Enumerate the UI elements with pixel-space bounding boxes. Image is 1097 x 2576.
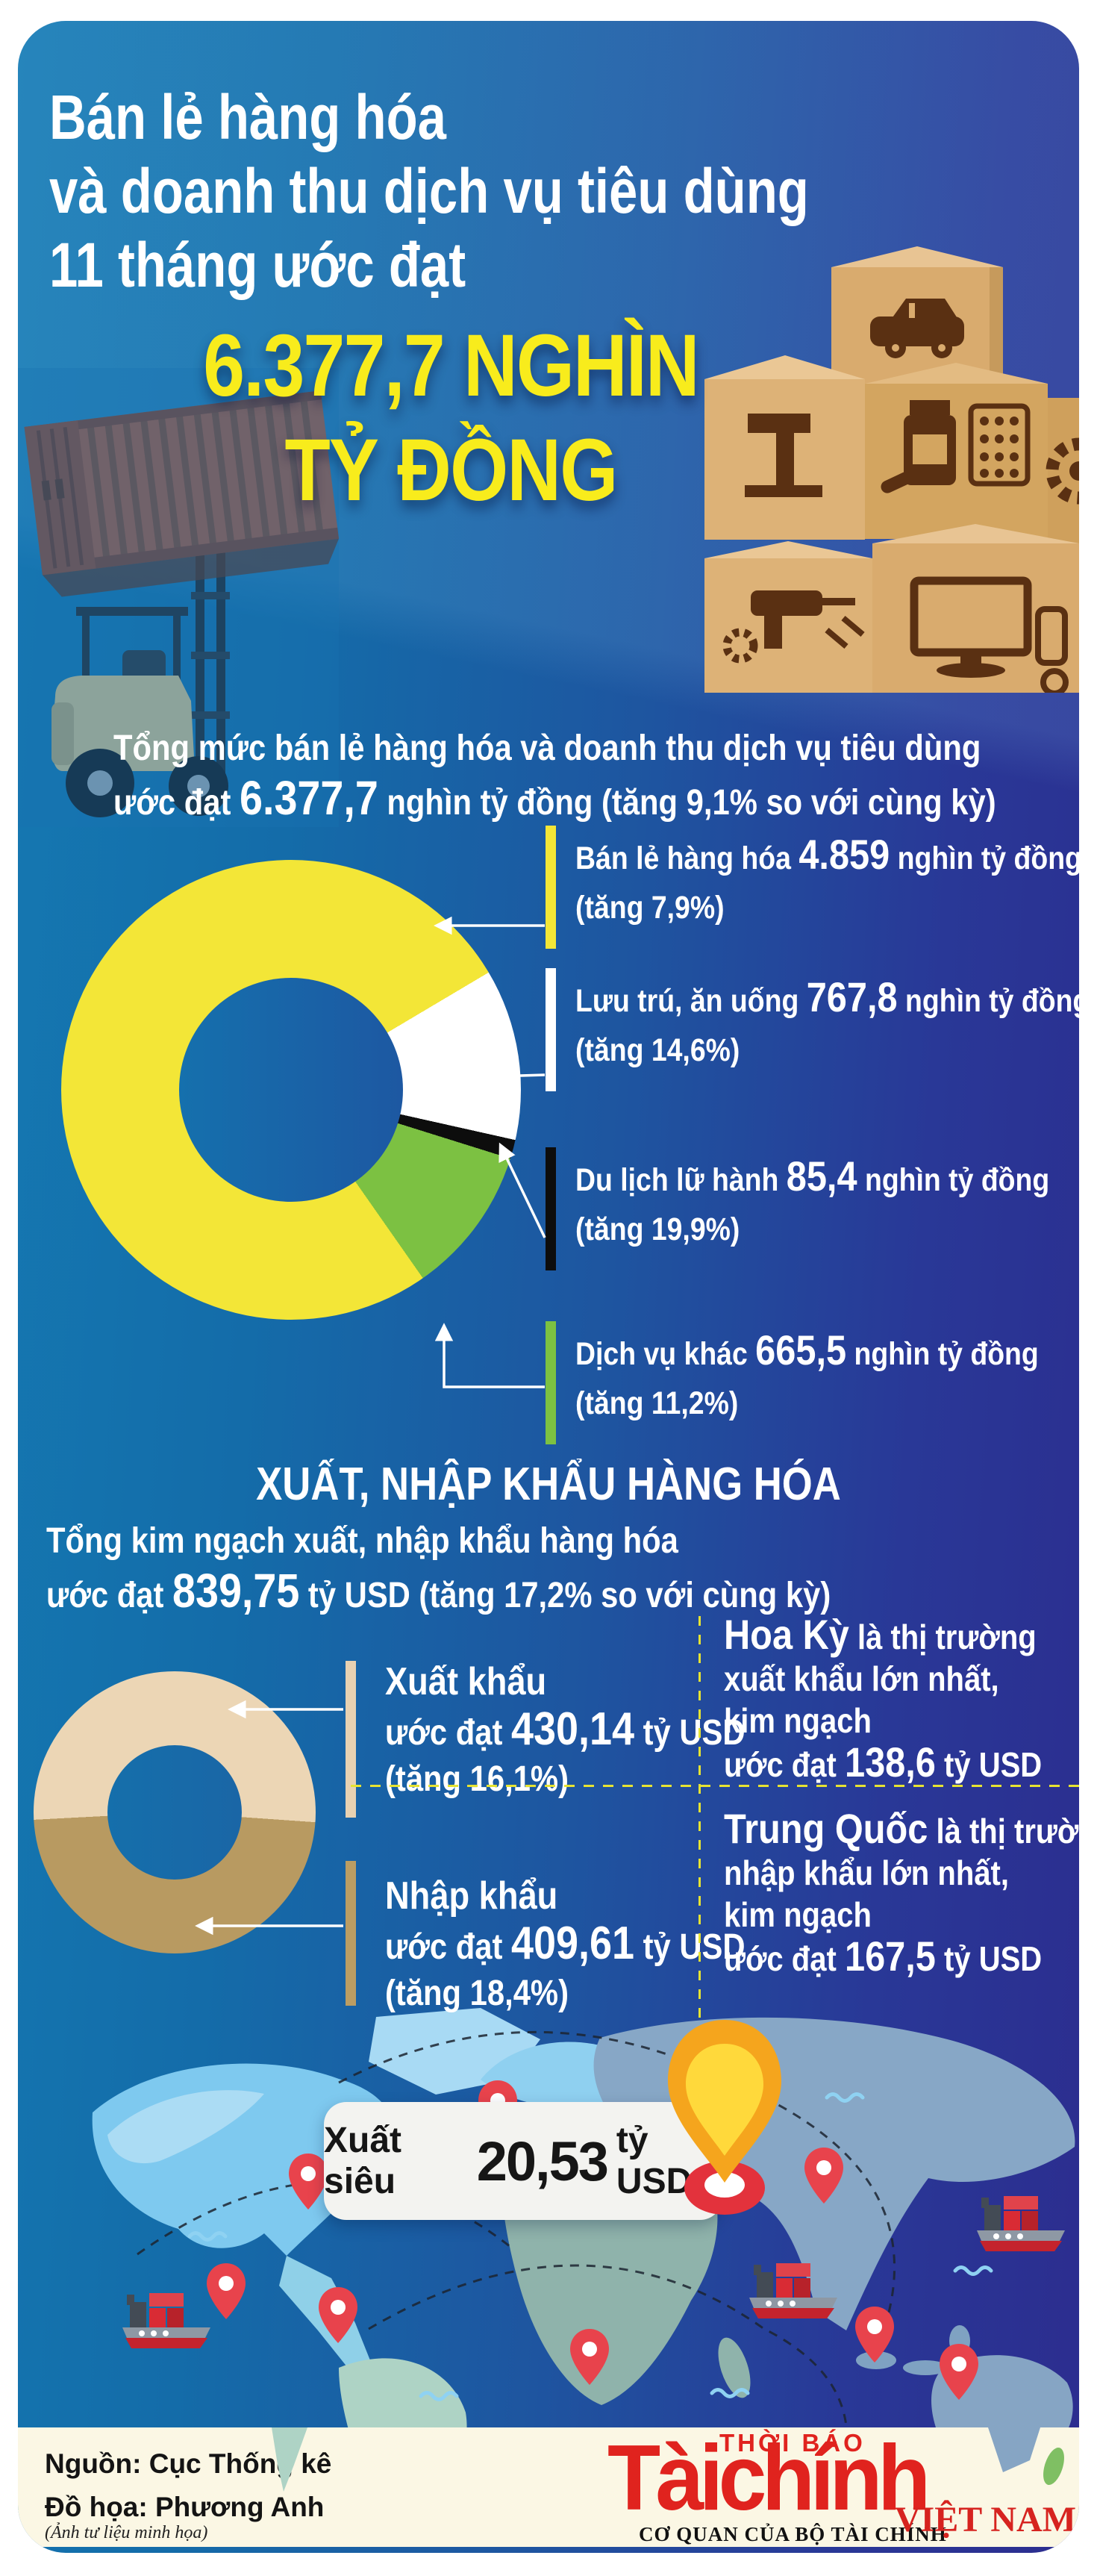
- blue-tint-overlay: [18, 368, 339, 827]
- headline-line-2: TỶ ĐỒNG: [284, 421, 618, 520]
- gear-icon: [1046, 437, 1079, 505]
- legend-label: Du lịch lữ hành: [575, 1162, 779, 1198]
- export-label: Xuất khẩu: [385, 1660, 547, 1703]
- trade-summary-line-1: Tổng kim ngạch xuất, nhập khẩu hàng hóa: [46, 1521, 678, 1561]
- legend-growth: (tăng 7,9%): [575, 890, 725, 926]
- headline-line-1: 6.377,7 NGHÌN: [203, 316, 699, 415]
- design-credit: Đồ họa: Phương Anh: [45, 2492, 325, 2522]
- market-value: 138,6: [844, 1738, 936, 1786]
- legend-swatch-export: [346, 1661, 356, 1818]
- legend-value: 665,5: [755, 1326, 847, 1373]
- legend-item-retail-goods: Bán lẻ hàng hóa 4.859 nghìn tỷ đồng (tăn…: [546, 826, 1079, 949]
- import-value: 409,61: [511, 1918, 634, 1969]
- surplus-unit: tỷ USD: [616, 2121, 693, 2201]
- title-line-2: và doanh thu dịch vụ tiêu dùng: [49, 156, 809, 226]
- legend-item-accommodation: Lưu trú, ăn uống 767,8 nghìn tỷ đồng (tă…: [546, 968, 1079, 1091]
- computer-icon: [910, 576, 1069, 693]
- market-value: 167,5: [844, 1933, 936, 1980]
- box-gears: [1046, 398, 1079, 551]
- import-growth: (tăng 18,4%): [385, 1974, 569, 2013]
- legend-swatch-yellow: [546, 826, 556, 949]
- legend-swatch-white: [546, 968, 556, 1091]
- photo-note: (Ảnh tư liệu minh họa): [45, 2523, 208, 2542]
- dashed-divider-vertical: [698, 1616, 701, 2038]
- taichinh-logo: THỜI BÁO Tàichính CƠ QUAN CỦA BỘ TÀI CHÍ…: [607, 2427, 1079, 2547]
- logo-region-text: VIỆT NAM: [894, 2500, 1076, 2539]
- page-title: Bán lẻ hàng hóa và doanh thu dịch vụ tiê…: [49, 81, 975, 302]
- drill-icon: [722, 590, 865, 664]
- legend-swatch-import: [346, 1861, 356, 2006]
- footer: Nguồn: Cục Thống kê Đồ họa: Phương Anh (…: [18, 2427, 1079, 2547]
- map-tail-right: [988, 2427, 1064, 2486]
- export-value: 430,14: [511, 1703, 634, 1755]
- market-note-usa: Hoa Kỳ là thị trường xuất khẩu lớn nhất,…: [724, 1611, 1043, 1786]
- market-note-china: Trung Quốc là thị trường nhập khẩu lớn n…: [724, 1805, 1079, 1980]
- title-line-1: Bán lẻ hàng hóa: [49, 82, 446, 152]
- legend-swatch-green: [546, 1321, 556, 1444]
- retail-total-value: 6.377,7: [240, 771, 378, 825]
- title-line-3: 11 tháng ước đạt: [49, 230, 466, 300]
- legend-label: Bán lẻ hàng hóa: [575, 841, 791, 876]
- trade-summary: Tổng kim ngạch xuất, nhập khẩu hàng hóa …: [46, 1517, 948, 1621]
- market-name: Hoa Kỳ: [724, 1611, 849, 1658]
- market-name: Trung Quốc: [724, 1805, 928, 1852]
- car-icon: [870, 299, 964, 358]
- legend-value: 85,4: [786, 1153, 857, 1200]
- legend-label: Lưu trú, ăn uống: [575, 983, 799, 1019]
- north-america-shape: [92, 2063, 393, 2256]
- trade-section-title: XUẤT, NHẬP KHẨU HÀNG HÓA: [256, 1459, 841, 1510]
- box-electronics: [872, 524, 1079, 693]
- box-tools: [704, 541, 872, 693]
- legend-item-export: Xuất khẩu ước đạt 430,14 tỷ USD (tăng 16…: [385, 1659, 799, 1803]
- medicine-icon: [881, 400, 1031, 493]
- legend-value: 767,8: [806, 973, 898, 1020]
- drill-press-icon: [745, 414, 822, 497]
- container-forklift-illustration: [18, 368, 339, 827]
- cardboard-boxes-illustration: [704, 246, 1079, 693]
- legend-swatch-black: [546, 1147, 556, 1270]
- trade-surplus-badge: Xuất siêu 20,53 tỷ USD: [324, 2102, 722, 2220]
- highlight-pin-icon: [668, 2020, 781, 2215]
- world-map-illustration: [92, 2008, 1075, 2493]
- infographic-panel: Bán lẻ hàng hóa và doanh thu dịch vụ tiê…: [18, 21, 1079, 2553]
- forklift-mast: [191, 543, 230, 775]
- map-tail-left: [272, 2427, 307, 2492]
- legend-unit: nghìn tỷ đồng: [864, 1162, 1050, 1198]
- legend-label: Dịch vụ khác: [575, 1336, 748, 1372]
- import-unit: tỷ USD: [643, 1927, 746, 1967]
- box-pharma: [865, 363, 1048, 539]
- retail-summary-line-2: ước đạt 6.377,7 nghìn tỷ đồng (tăng 9,1%…: [113, 771, 996, 825]
- legend-unit: nghìn tỷ đồng: [854, 1336, 1039, 1372]
- legend-unit: nghìn tỷ đồng: [905, 983, 1079, 1019]
- legend-value: 4.859: [798, 831, 890, 878]
- dashed-divider-horizontal: [351, 1785, 1079, 1787]
- box-car: [831, 246, 1003, 388]
- trade-total-value: 839,75: [172, 1564, 300, 1618]
- trade-donut-hole: [107, 1745, 242, 1880]
- export-growth: (tăng 16,1%): [385, 1759, 569, 1799]
- trade-summary-line-2: ước đạt 839,75 tỷ USD (tăng 17,2% so với…: [46, 1564, 831, 1618]
- logo-sub-text: CƠ QUAN CỦA BỘ TÀI CHÍNH: [639, 2523, 947, 2545]
- headline-total: 6.377,7 NGHÌN TỶ ĐỒNG: [63, 314, 839, 523]
- logo-top-text: THỜI BÁO: [719, 2429, 866, 2457]
- box-machine: [704, 355, 865, 540]
- legend-item-tourism: Du lịch lữ hành 85,4 nghìn tỷ đồng (tăng…: [546, 1147, 1079, 1270]
- legend-growth: (tăng 11,2%): [575, 1385, 739, 1421]
- legend-growth: (tăng 19,9%): [575, 1211, 740, 1247]
- legend-item-other-services: Dịch vụ khác 665,5 nghìn tỷ đồng (tăng 1…: [546, 1321, 1079, 1444]
- retail-donut-hole: [179, 978, 403, 1202]
- export-unit: tỷ USD: [643, 1713, 746, 1753]
- retail-summary: Tổng mức bán lẻ hàng hóa và doanh thu dị…: [113, 724, 1079, 828]
- shipping-container: [24, 390, 339, 597]
- legend-growth: (tăng 14,6%): [575, 1032, 740, 1068]
- forklift-body: [51, 607, 228, 817]
- surplus-value: 20,53: [476, 2130, 609, 2192]
- legend-item-import: Nhập khẩu ước đạt 409,61 tỷ USD (tăng 18…: [385, 1873, 799, 2017]
- legend-unit: nghìn tỷ đồng: [897, 841, 1079, 876]
- surplus-label: Xuất siêu: [324, 2121, 402, 2201]
- logo-main-text: Tàichính: [607, 2427, 931, 2530]
- retail-summary-line-1: Tổng mức bán lẻ hàng hóa và doanh thu dị…: [113, 729, 981, 768]
- import-label: Nhập khẩu: [385, 1874, 558, 1918]
